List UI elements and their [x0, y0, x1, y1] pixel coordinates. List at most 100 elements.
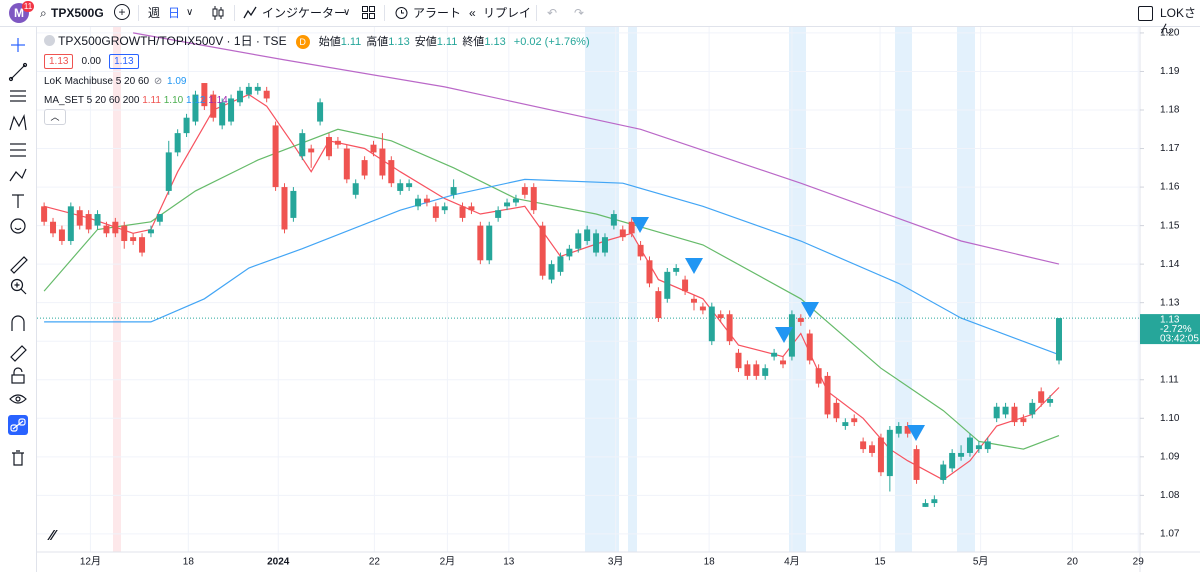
indicators-dropdown[interactable]: ∨: [343, 7, 351, 18]
signal-arrow: [631, 217, 649, 233]
x-tick-label: 12月: [80, 556, 101, 568]
grid: [37, 26, 1140, 552]
candle-body: [352, 183, 359, 195]
candle-body: [156, 214, 163, 222]
chart-type-button[interactable]: [212, 6, 224, 20]
candle-body: [726, 314, 733, 342]
search-icon[interactable]: ⌕: [40, 6, 47, 20]
y-tick-label: 1.16: [1160, 182, 1180, 193]
indicator-name[interactable]: MA_SET 5 20 60 200: [44, 95, 140, 106]
indicator-name[interactable]: LoK Machibuse 5 20 60: [44, 76, 150, 87]
candle-body: [1047, 399, 1054, 403]
candle-body: [869, 445, 876, 453]
candle-body: [815, 368, 822, 384]
candle-body: [245, 86, 252, 95]
visibility-tool[interactable]: [9, 394, 27, 404]
stay-in-drawing-tool[interactable]: [10, 345, 27, 362]
y-tick-label: 1.15: [1160, 220, 1180, 231]
alert-button[interactable]: アラート: [413, 6, 462, 20]
icon-tool[interactable]: [10, 218, 26, 234]
candle-body: [966, 437, 973, 453]
delete-tool[interactable]: [12, 450, 24, 466]
ma-line: [44, 178, 1060, 356]
trendline-tool[interactable]: [8, 62, 28, 82]
y-tick-label: 1.09: [1160, 451, 1180, 462]
symbol-search[interactable]: TPX500G: [51, 6, 104, 20]
candle-body: [85, 214, 92, 230]
signal-band: [628, 26, 637, 552]
last-price-price: 1.13: [1160, 315, 1180, 326]
candle-body: [495, 210, 502, 218]
signal-band: [113, 26, 121, 552]
candle-body: [432, 206, 439, 218]
zoom-tool[interactable]: [10, 278, 27, 295]
prediction-tool[interactable]: [10, 143, 26, 157]
x-tick-label: 15: [874, 557, 886, 568]
candle-body: [975, 445, 982, 450]
interval-dropdown[interactable]: ∨: [186, 7, 194, 18]
ask-box[interactable]: 1.13: [109, 54, 139, 69]
spread: 0.00: [81, 56, 101, 67]
candle-body: [308, 148, 315, 153]
candle-body: [201, 83, 208, 107]
x-tick-label: 13: [503, 557, 515, 568]
signal-arrow: [801, 302, 819, 318]
candle-body: [317, 102, 324, 122]
text-tool[interactable]: [12, 194, 24, 208]
crosshair-tool[interactable]: [11, 38, 25, 52]
bid-box[interactable]: 1.13: [44, 54, 74, 69]
undo-button[interactable]: ↶: [547, 6, 558, 20]
indicators-button[interactable]: インジケーター: [262, 6, 347, 20]
indicator-value: 1.10: [163, 95, 184, 106]
candle-body: [690, 298, 697, 303]
replay-button[interactable]: リプレイ: [483, 6, 532, 20]
legend-ohlc: 始値1.11 高値1.13 安値1.11 終値1.13: [319, 36, 511, 48]
measure-tool[interactable]: [10, 256, 28, 274]
candle-body: [744, 364, 751, 376]
interval-week[interactable]: 週: [148, 6, 161, 20]
hidden-icon[interactable]: ⊘: [153, 76, 163, 87]
candle-body: [735, 352, 742, 369]
candle-body: [254, 86, 261, 91]
symbol-icon: [44, 35, 55, 46]
candle-body: [1020, 418, 1027, 423]
candle-body: [877, 437, 884, 473]
ohlc-value: 1.13: [388, 36, 410, 48]
lock-tool[interactable]: [11, 367, 25, 384]
candle-body: [379, 148, 386, 176]
compare-button[interactable]: +: [114, 4, 130, 20]
replay-icon[interactable]: «: [469, 6, 476, 20]
legend-symbol[interactable]: TPX500GROWTH/TOPIX500V · 1日 · TSE: [58, 34, 287, 48]
candles: [41, 83, 1062, 507]
candle-body: [664, 271, 671, 299]
candle-body: [112, 221, 119, 234]
fib-tool[interactable]: [10, 90, 26, 102]
x-tick-label: 2024: [267, 557, 290, 568]
pattern-tool[interactable]: [9, 114, 27, 131]
user-name[interactable]: LOKさん: [1160, 6, 1197, 36]
candle-body: [851, 418, 858, 423]
layout-button[interactable]: [362, 6, 375, 19]
candle-body: [610, 214, 617, 226]
candle-body: [922, 503, 929, 507]
redo-button[interactable]: ↷: [574, 6, 585, 20]
collapse-legend-button[interactable]: ︿: [44, 109, 66, 125]
brush-tool[interactable]: [9, 168, 27, 182]
interval-day[interactable]: 日: [168, 6, 181, 20]
ohlc-label: 安値: [414, 36, 437, 48]
alert-icon[interactable]: [394, 5, 409, 20]
ohlc-label: 高値: [366, 36, 389, 48]
indicators-icon[interactable]: [243, 6, 257, 19]
y-tick-label: 1.19: [1160, 66, 1180, 77]
candle-body: [210, 94, 217, 118]
legend-quote-row: 1.13 0.00 1.13: [44, 54, 139, 69]
candle-body: [486, 225, 493, 261]
candle-body: [272, 125, 279, 188]
candle-body: [263, 90, 270, 99]
candle-body: [1011, 406, 1018, 423]
candle-body: [780, 360, 787, 365]
signal-arrow: [775, 327, 793, 343]
checkbox[interactable]: [1138, 6, 1153, 21]
magnet-tool[interactable]: [11, 315, 25, 331]
